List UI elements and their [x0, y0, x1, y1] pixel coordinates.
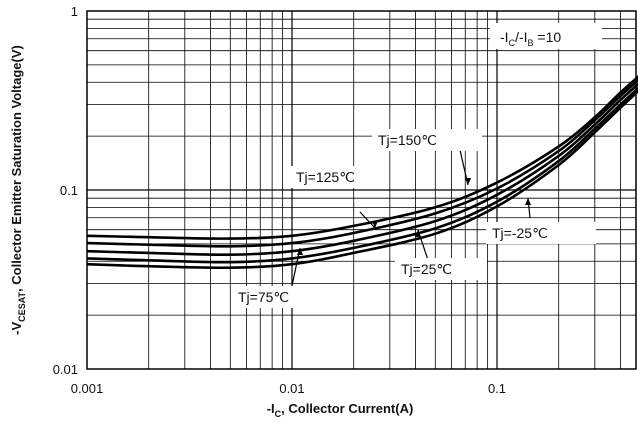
- x-tick-label: 0.1: [488, 381, 506, 396]
- cond-s1: C: [509, 38, 516, 48]
- curve-series-4: [86, 89, 638, 270]
- curve-label-arrowhead: [465, 178, 471, 185]
- condition-label: -IC/-IB =10: [490, 23, 602, 49]
- cond-p2: /-I: [515, 29, 527, 45]
- cond-s2: B: [528, 38, 534, 48]
- curve-label: Tj=25℃: [401, 261, 452, 277]
- curve-label-background: [232, 286, 324, 308]
- curves: [86, 75, 638, 270]
- curve-label-arrowhead: [525, 198, 531, 205]
- x-axis-label: -IC, Collector Current(A): [267, 401, 414, 419]
- cond-p3: =10: [534, 29, 562, 45]
- curve-label: Tj=75℃: [238, 289, 289, 305]
- curve-label-background: [486, 222, 596, 244]
- curve-label: Tj=-25℃: [492, 225, 548, 241]
- x-tick-label: 0.01: [279, 381, 304, 396]
- curve-label: Tj=150℃: [378, 132, 437, 148]
- plot-frame: [86, 10, 637, 370]
- x-tick-label: 0.001: [71, 381, 104, 396]
- curve-series-2: [86, 82, 638, 257]
- curve-series-1: [86, 78, 638, 248]
- curve-series-3: [86, 86, 638, 264]
- svg-text:-IC/-IB =10: -IC/-IB =10: [500, 29, 561, 48]
- curve-labels: Tj=-25℃ Tj=25℃ Tj=75℃ Tj=125℃ Tj=150℃: [232, 129, 596, 308]
- major-gridlines: [87, 11, 636, 369]
- curve-label-background: [395, 258, 487, 280]
- curve-label: Tj=125℃: [296, 169, 355, 185]
- curve-label-arrowhead: [372, 221, 378, 228]
- cond-p1: -I: [500, 29, 509, 45]
- curve-label-arrowhead: [297, 248, 303, 255]
- curve-label-arrowhead: [415, 230, 421, 237]
- curve-label-leader: [359, 211, 376, 229]
- y-tick-label: 1: [71, 4, 78, 19]
- curve-label-background: [372, 129, 482, 151]
- x-tick-labels: 0.001 0.01 0.1: [71, 381, 506, 396]
- y-tick-label: 0.01: [53, 362, 78, 377]
- curve-label-background: [290, 166, 386, 188]
- y-tick-label: 0.1: [60, 183, 78, 198]
- y-tick-labels: 0.01 0.1 1: [53, 4, 78, 377]
- y-axis-label: -VCESAT, Collector Emitter Saturation Vo…: [9, 45, 27, 335]
- curve-series-0: [86, 75, 638, 240]
